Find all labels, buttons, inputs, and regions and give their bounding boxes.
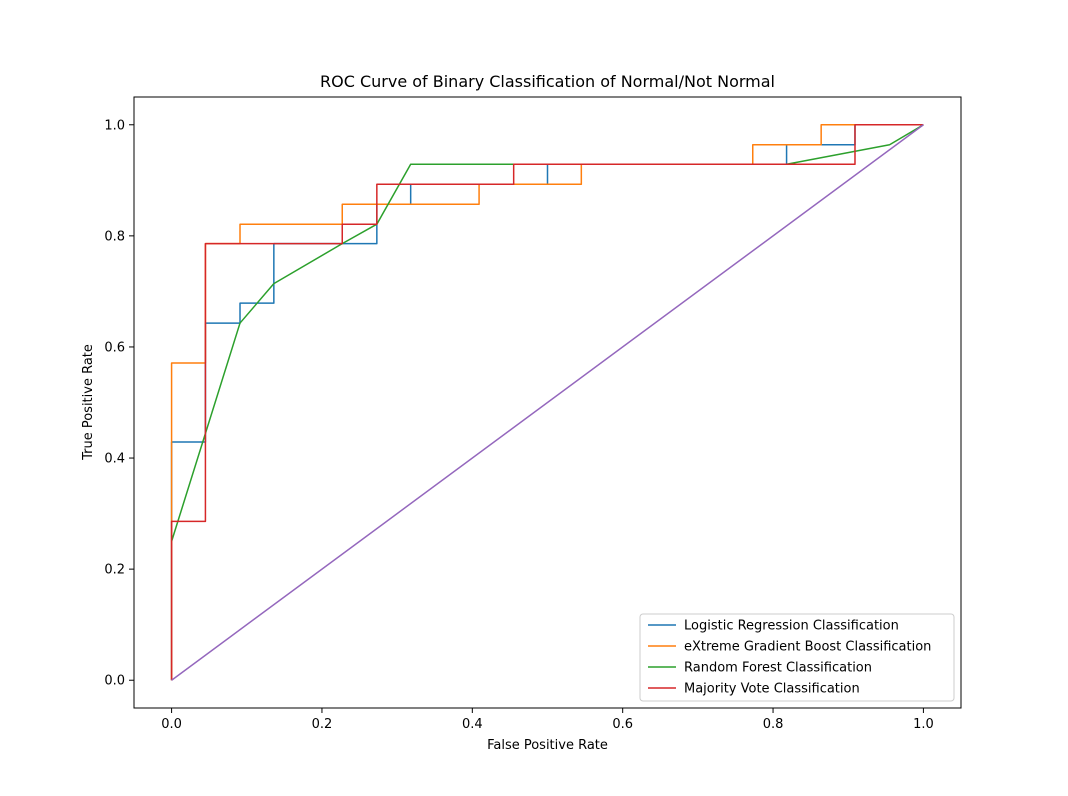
legend-box [639,613,955,702]
series-line-random-forest-classification [170,124,924,542]
chart-title: ROC Curve of Binary Classification of No… [320,72,775,91]
x-axis-ticks: 0.0 0.2 0.4 0.6 0.8 1.0 [161,708,934,732]
legend-label: Logistic Regression Classification [684,619,899,634]
plot-frame [133,96,962,709]
x-tick-label: 0.2 [312,717,333,732]
y-axis-label: True Positive Rate [81,344,96,461]
legend-label: Random Forest Classification [684,661,872,676]
legend: Logistic Regression Classification eXtrem… [639,613,955,702]
y-tick-label: 1.0 [104,118,125,133]
x-tick-label: 0.0 [161,717,182,732]
y-axis-ticks: 0.0 0.2 0.4 0.6 0.8 1.0 [104,118,134,689]
legend-label: eXtreme Gradient Boost Classification [684,640,931,655]
plot-lines [170,124,924,681]
x-axis-label: False Positive Rate [487,738,608,753]
y-tick-label: 0.4 [104,452,125,467]
x-tick-label: 0.4 [462,717,483,732]
x-tick-label: 0.6 [612,717,633,732]
series-line-reference [171,124,924,681]
legend-label: Majority Vote Classification [684,682,860,697]
series-line-majority-vote-classification [170,124,924,681]
x-tick-label: 1.0 [913,717,934,732]
y-tick-label: 0.2 [104,563,125,578]
x-tick-label: 0.8 [763,717,784,732]
y-tick-label: 0.8 [104,229,125,244]
y-tick-label: 0.6 [104,340,125,355]
y-tick-label: 0.0 [104,674,125,689]
